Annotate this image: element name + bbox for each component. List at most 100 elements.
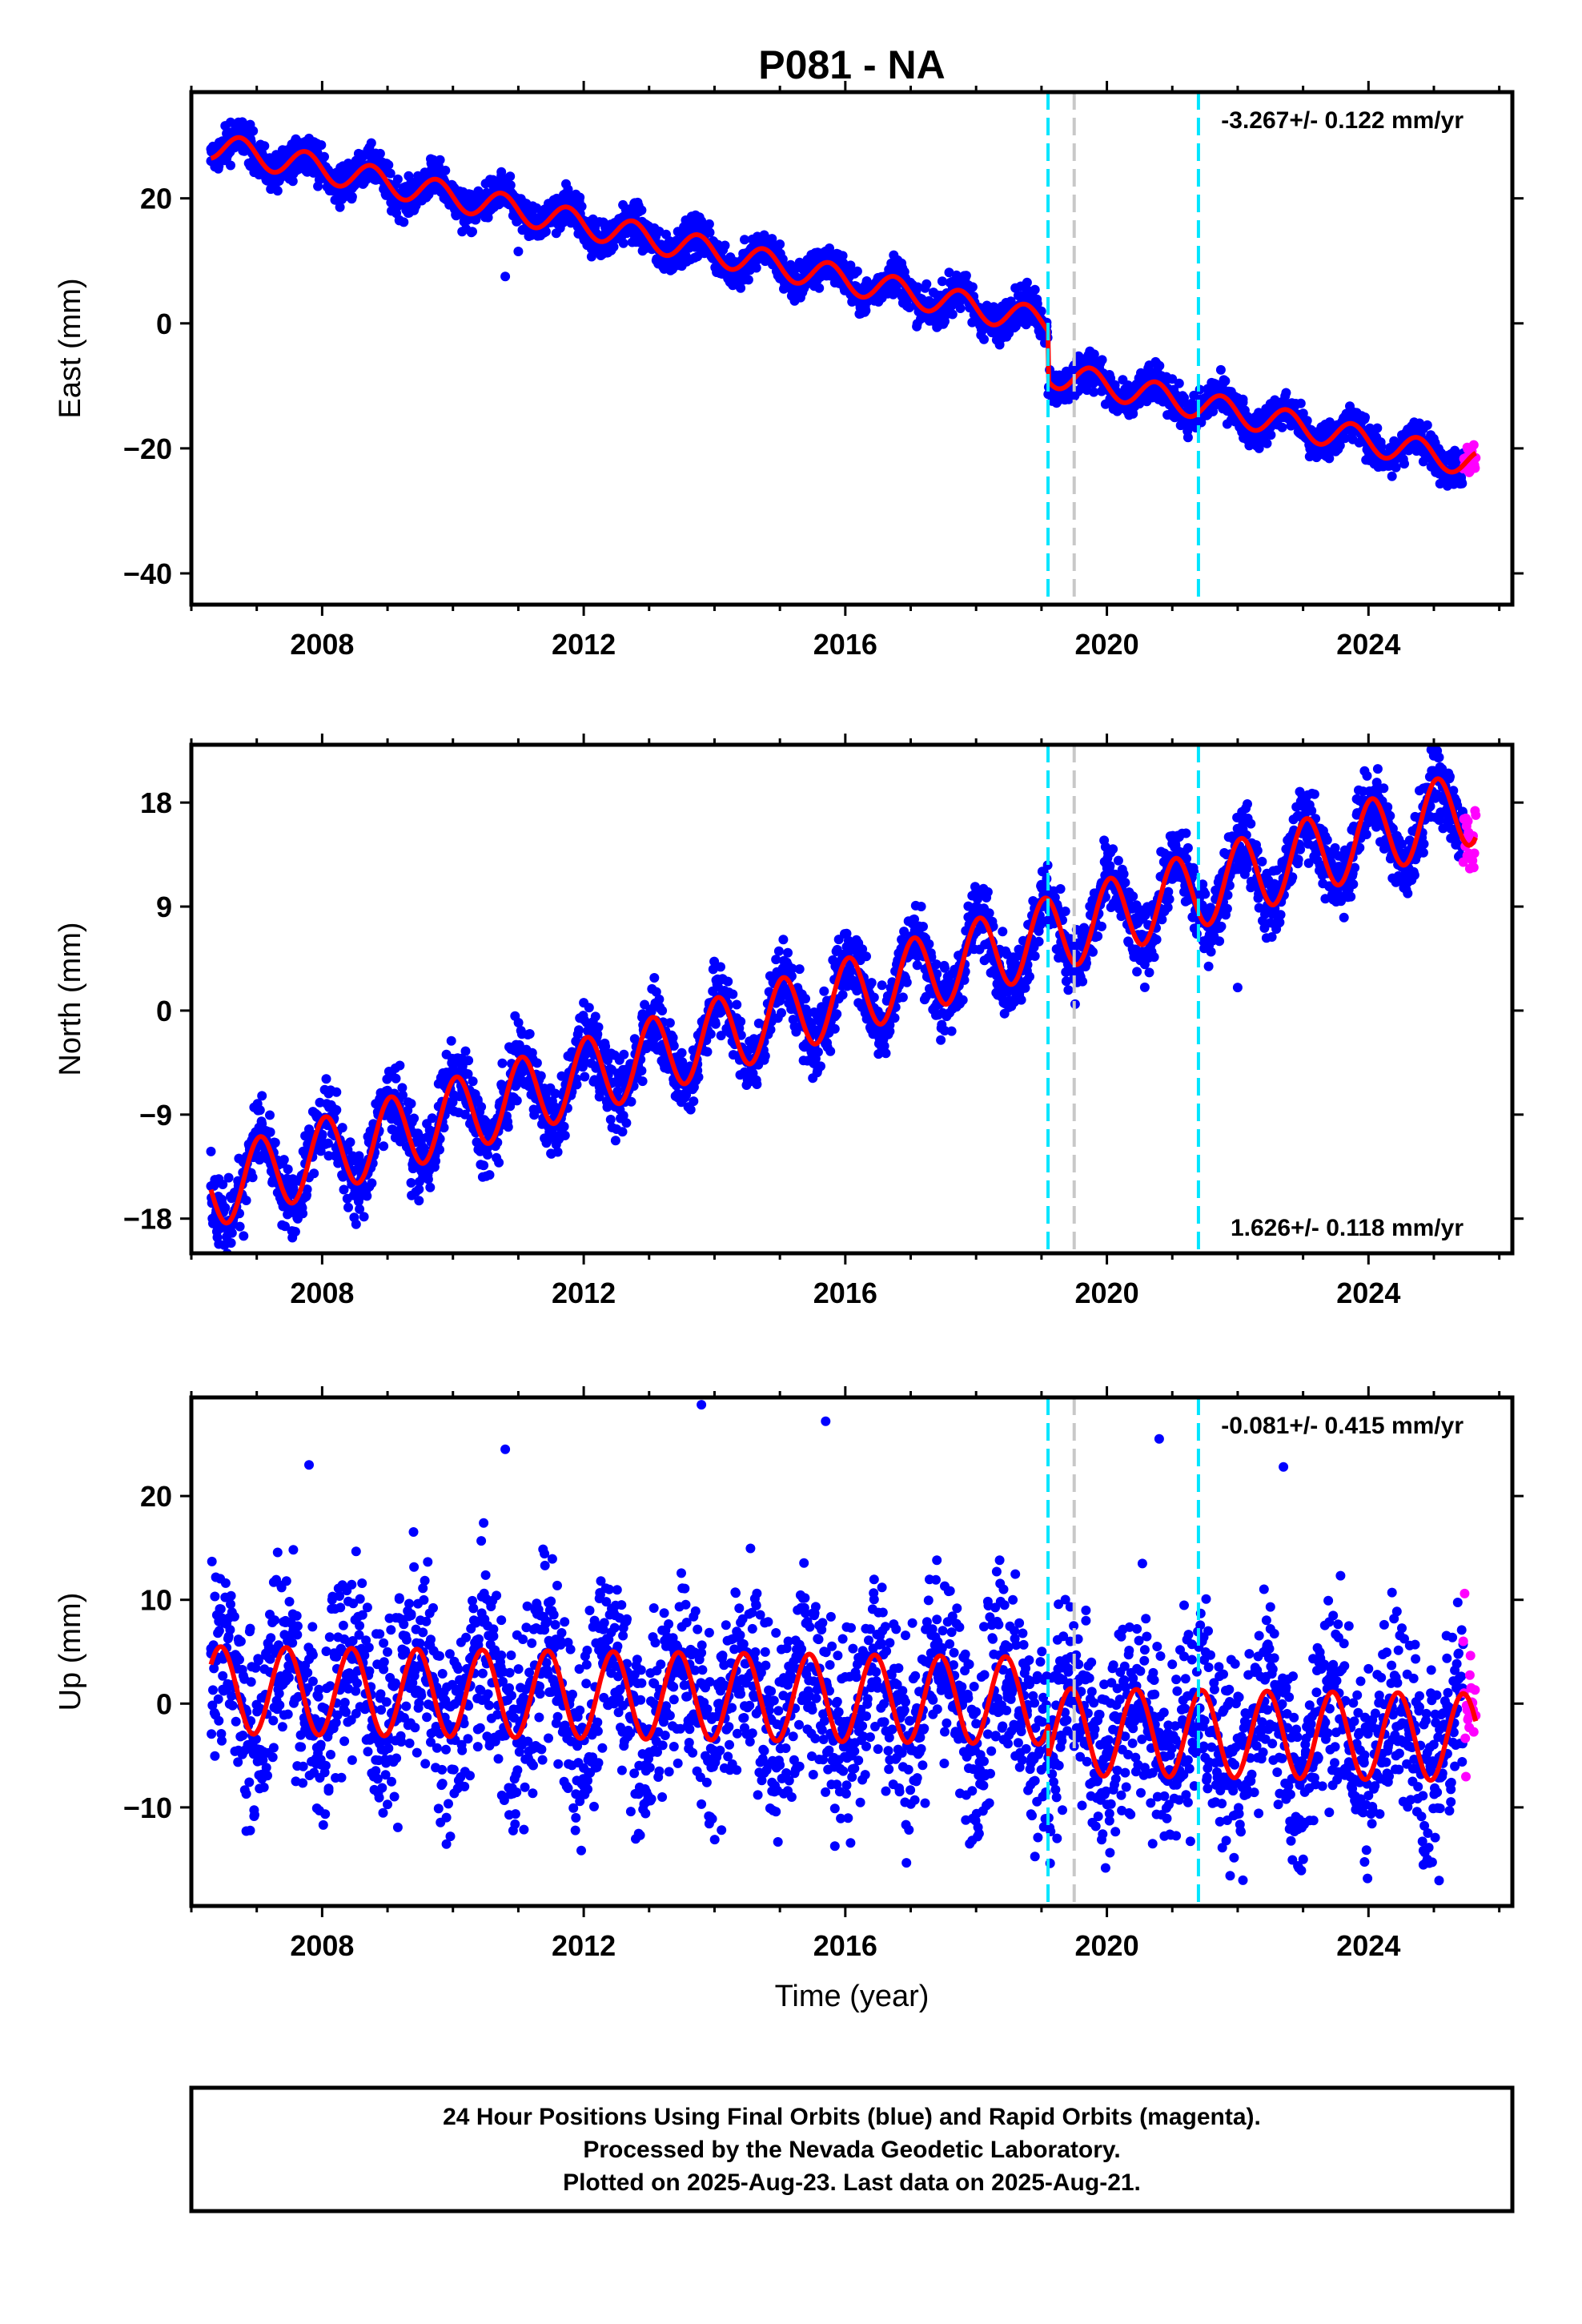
east-point bbox=[387, 206, 396, 216]
east-point bbox=[500, 178, 511, 188]
east-point bbox=[979, 334, 989, 344]
east-point bbox=[226, 117, 235, 127]
north-point bbox=[610, 1136, 620, 1146]
north-point bbox=[777, 1007, 786, 1018]
east-point bbox=[476, 190, 487, 200]
north-point bbox=[220, 1203, 231, 1213]
east-y-axis-label: East (mm) bbox=[54, 278, 87, 418]
east-point bbox=[524, 231, 534, 241]
east-point bbox=[736, 283, 746, 293]
east-point bbox=[1262, 438, 1272, 448]
east-point bbox=[947, 309, 958, 320]
east-point bbox=[1254, 408, 1264, 418]
north-point bbox=[1118, 869, 1129, 879]
north-point bbox=[773, 946, 784, 956]
east-point bbox=[435, 155, 445, 165]
north-point bbox=[619, 1049, 629, 1059]
north-point bbox=[337, 1123, 347, 1133]
east-point bbox=[532, 203, 542, 213]
north-point bbox=[617, 1127, 628, 1137]
north-point bbox=[247, 1172, 258, 1183]
east-point bbox=[355, 155, 365, 165]
east-outlier-point bbox=[513, 247, 524, 256]
east-point bbox=[1411, 421, 1421, 432]
north-point bbox=[1157, 915, 1167, 925]
east-point bbox=[913, 282, 923, 292]
east-point bbox=[1238, 394, 1248, 404]
north-point bbox=[918, 922, 928, 931]
east-point bbox=[440, 165, 451, 175]
east-point bbox=[1167, 374, 1178, 384]
north-point bbox=[446, 1035, 456, 1046]
east-x-tick-label: 2020 bbox=[1075, 628, 1139, 661]
east-point bbox=[940, 316, 950, 327]
east-point bbox=[747, 234, 757, 244]
north-point bbox=[819, 986, 829, 996]
east-point bbox=[1226, 387, 1236, 397]
east-point bbox=[1186, 398, 1197, 408]
east-point bbox=[1219, 377, 1228, 387]
east-point bbox=[837, 251, 848, 261]
north-point bbox=[425, 1182, 436, 1192]
east-point bbox=[1246, 413, 1256, 424]
north-point bbox=[1149, 952, 1159, 963]
east-point bbox=[606, 245, 616, 255]
east-rapid-point bbox=[1468, 440, 1479, 450]
east-point bbox=[937, 276, 947, 287]
east-point bbox=[237, 117, 247, 127]
north-point bbox=[265, 1110, 275, 1120]
east-point bbox=[618, 238, 628, 248]
east-point bbox=[1010, 283, 1021, 293]
north-point bbox=[552, 1147, 563, 1157]
east-final-orbit-points bbox=[206, 117, 1468, 491]
east-point bbox=[814, 283, 825, 293]
east-point bbox=[335, 202, 345, 212]
east-point bbox=[575, 192, 585, 203]
north-point bbox=[395, 1060, 405, 1071]
east-point bbox=[1018, 313, 1028, 324]
north-point bbox=[339, 1184, 349, 1195]
east-point bbox=[1295, 398, 1306, 408]
east-point bbox=[689, 219, 699, 230]
east-point bbox=[259, 141, 270, 151]
east-point bbox=[1387, 471, 1397, 481]
north-final-orbit-points bbox=[206, 745, 1468, 1253]
east-point bbox=[304, 133, 314, 143]
north-point bbox=[580, 1072, 590, 1082]
east-point bbox=[1371, 432, 1382, 442]
east-point bbox=[618, 199, 628, 210]
east-point bbox=[468, 227, 477, 237]
east-point bbox=[920, 283, 930, 293]
north-point bbox=[626, 1096, 636, 1107]
north-point bbox=[409, 1113, 420, 1124]
east-point bbox=[1085, 346, 1095, 356]
east-point bbox=[775, 239, 785, 249]
east-point bbox=[1089, 387, 1099, 397]
north-point bbox=[778, 935, 789, 945]
north-point bbox=[1113, 855, 1123, 866]
east-point bbox=[649, 223, 660, 233]
east-point bbox=[480, 179, 491, 189]
north-point bbox=[406, 1099, 416, 1109]
east-point bbox=[932, 322, 942, 332]
east-point bbox=[897, 258, 907, 268]
east-point bbox=[959, 271, 970, 281]
north-point bbox=[524, 1029, 535, 1039]
east-point bbox=[1281, 388, 1291, 398]
east-point bbox=[300, 164, 311, 175]
east-point bbox=[347, 191, 357, 202]
east-rate-label: -3.267+/- 0.122 mm/yr bbox=[1221, 107, 1464, 134]
east-outlier-point bbox=[500, 271, 511, 282]
east-point bbox=[1022, 277, 1032, 287]
east-point bbox=[1372, 423, 1383, 433]
east-point bbox=[1002, 326, 1013, 336]
east-point bbox=[806, 250, 817, 260]
east-point bbox=[1277, 422, 1287, 432]
east-x-tick-label: 2012 bbox=[552, 628, 616, 661]
east-point bbox=[1347, 434, 1358, 444]
north-point bbox=[816, 1061, 825, 1072]
east-point bbox=[248, 126, 259, 136]
east-point bbox=[457, 227, 468, 237]
